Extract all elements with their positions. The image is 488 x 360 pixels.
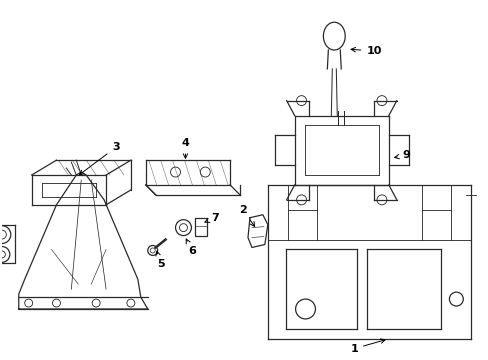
Text: 2: 2 xyxy=(239,205,254,226)
Text: 7: 7 xyxy=(204,213,219,223)
Text: 9: 9 xyxy=(394,150,410,160)
Text: 10: 10 xyxy=(350,46,381,56)
Text: 5: 5 xyxy=(156,251,164,269)
Text: 3: 3 xyxy=(79,142,120,175)
Text: 1: 1 xyxy=(349,339,385,354)
Text: 6: 6 xyxy=(186,239,196,256)
Text: 4: 4 xyxy=(181,138,189,158)
Text: 8: 8 xyxy=(0,359,1,360)
